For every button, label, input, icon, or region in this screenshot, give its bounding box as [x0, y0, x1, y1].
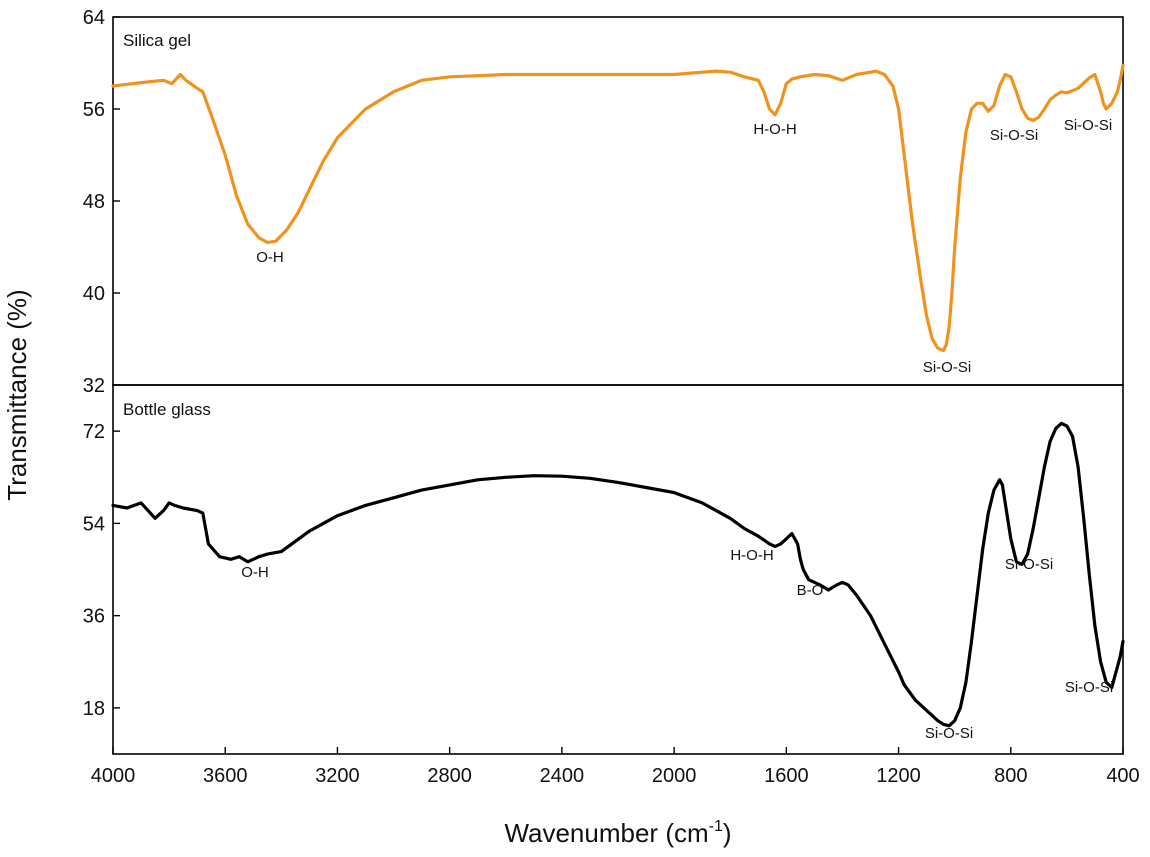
x-tick-label: 1600 — [764, 765, 809, 787]
x-tick-label: 800 — [994, 765, 1027, 787]
glass-oh-peak-label: O-H — [241, 564, 269, 581]
silica-gel-y-tick-label: 48 — [83, 191, 105, 213]
silica-gel-y-tick-label: 64 — [83, 7, 105, 29]
silica-hoh-peak-label: H-O-H — [753, 121, 796, 138]
silica-gel-y-tick-label: 32 — [83, 375, 105, 397]
bottle-glass-plot-frame — [112, 384, 1124, 755]
glass-sios-peak-label-1: Si-O-Si — [925, 725, 973, 742]
bottle-glass-y-tick-label: 18 — [83, 698, 105, 720]
bottle-glass-y-ticks: 18 36 54 72 — [83, 421, 120, 720]
x-tick-label: 3200 — [315, 765, 360, 787]
silica-oh-peak-label: O-H — [256, 249, 284, 266]
bottle-glass-panel-label: Bottle glass — [123, 400, 211, 419]
silica-sios-peak-label-3: Si-O-Si — [1064, 117, 1112, 134]
glass-sios-peak-label-3: Si-O-Si — [1065, 679, 1113, 696]
x-tick-label: 2800 — [427, 765, 472, 787]
y-axis-title: Transmittance (%) — [2, 289, 32, 500]
bottle-glass-y-tick-label: 54 — [83, 513, 105, 535]
x-tick-label: 2400 — [540, 765, 585, 787]
silica-gel-plot-frame — [112, 16, 1124, 386]
x-tick-label: 4000 — [91, 765, 136, 787]
silica-gel-y-tick-label: 40 — [83, 283, 105, 305]
glass-bo-peak-label: B-O — [797, 582, 824, 599]
x-axis-title: Wavenumber (cm-1) — [504, 818, 731, 848]
bottle-glass-y-tick-label: 72 — [83, 421, 105, 443]
silica-sios-peak-label-1: Si-O-Si — [923, 359, 971, 376]
x-tick-label: 400 — [1106, 765, 1139, 787]
x-axis-title-end: ) — [723, 818, 732, 848]
x-tick-label: 1200 — [876, 765, 921, 787]
silica-sios-peak-label-2: Si-O-Si — [990, 127, 1038, 144]
x-axis-ticks: 4000 3600 3200 2800 2400 2000 1600 1200 800 400 — [91, 747, 1140, 787]
silica-gel-spectrum-line — [111, 63, 1125, 353]
x-tick-label: 2000 — [652, 765, 697, 787]
bottle-glass-spectrum-line — [111, 421, 1125, 728]
glass-sios-peak-label-2: Si-O-Si — [1005, 556, 1053, 573]
silica-gel-panel-label: Silica gel — [123, 31, 191, 50]
bottle-glass-y-tick-label: 36 — [83, 606, 105, 628]
x-tick-label: 3600 — [203, 765, 248, 787]
silica-gel-y-ticks: 32 40 48 56 64 — [83, 7, 120, 397]
x-axis-title-superscript: -1 — [709, 818, 723, 835]
silica-gel-y-tick-label: 56 — [83, 99, 105, 121]
glass-hoh-peak-label: H-O-H — [730, 547, 773, 564]
x-axis-title-main: Wavenumber (cm — [504, 818, 708, 848]
